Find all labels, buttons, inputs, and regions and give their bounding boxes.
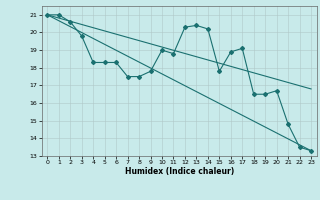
X-axis label: Humidex (Indice chaleur): Humidex (Indice chaleur): [124, 167, 234, 176]
